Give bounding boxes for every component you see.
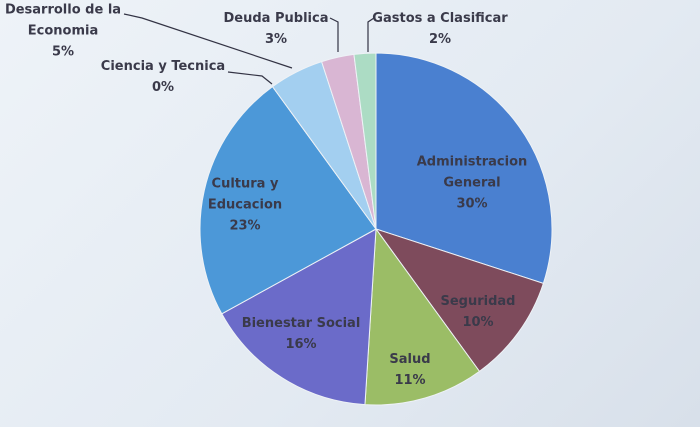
- leader-line: [123, 13, 293, 69]
- slice-label: Gastos a Clasificar 2%: [365, 8, 515, 50]
- category-label: Bienestar Social: [241, 316, 361, 331]
- value-label: 0%: [151, 80, 175, 95]
- category-label: Salud: [389, 352, 431, 367]
- value-label: 23%: [229, 218, 261, 234]
- pie-slice: [221, 228, 377, 406]
- pie-slice: [353, 52, 377, 230]
- pie-slice: [374, 228, 545, 373]
- category-label: Gastos a Clasificar: [372, 11, 508, 26]
- slice-label: Ciencia y Tecnica 0%: [88, 56, 238, 98]
- slice-label: Seguridad 10%: [433, 291, 523, 333]
- pie-slice: [199, 85, 377, 315]
- value-label: 30%: [456, 196, 488, 212]
- pie-slice: [364, 227, 481, 406]
- slice-label: Salud 11%: [370, 349, 450, 391]
- value-label: 11%: [394, 373, 426, 388]
- slice-label: Cultura y Educacion 23%: [195, 174, 295, 237]
- value-label: 2%: [428, 32, 452, 47]
- leader-line: [367, 17, 375, 52]
- category-label: Seguridad: [440, 294, 516, 309]
- category-label: Deuda Publica: [223, 11, 329, 26]
- category-label: Ciencia y Tecnica: [100, 59, 226, 74]
- value-label: 16%: [285, 337, 317, 352]
- slice-label: Desarrollo de la Economia 5%: [0, 0, 128, 63]
- pie-slice: [375, 52, 553, 285]
- category-label: Administracion General: [416, 154, 528, 191]
- value-label: 3%: [264, 32, 288, 47]
- category-label: Cultura y Educacion: [207, 176, 283, 213]
- leader-line: [329, 17, 339, 52]
- value-label: 10%: [462, 315, 494, 330]
- leader-line: [227, 71, 273, 85]
- slice-label: Administracion General 30%: [412, 152, 532, 215]
- category-label: Desarrollo de la Economia: [4, 2, 122, 39]
- slice-label: Deuda Publica 3%: [216, 8, 336, 50]
- slice-label: Bienestar Social 16%: [231, 313, 371, 355]
- value-label: 5%: [51, 44, 75, 60]
